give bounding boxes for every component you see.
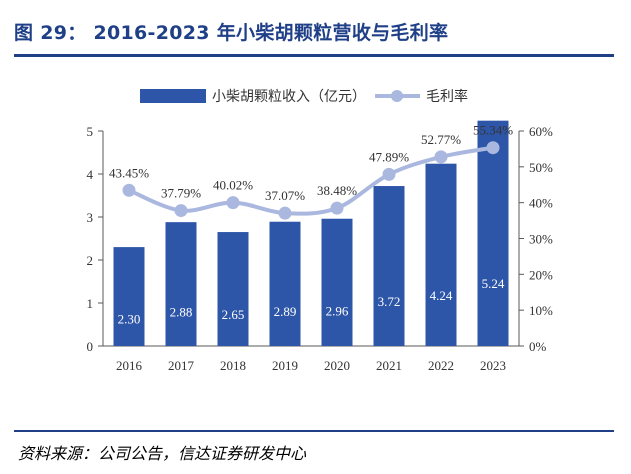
margin-point-2017 [174,204,188,218]
revenue-margin-chart: 小柴胡颗粒收入（亿元） 毛利率0123450%10%20%30%40%50%60%… [87,88,554,373]
right-axis-tick-label: 50% [529,160,553,175]
left-axis-tick-label: 0 [87,339,94,354]
legend-line-label: 毛利率 [426,88,468,105]
bar-2016 [113,247,145,346]
legend-bar-swatch [140,89,206,103]
margin-point-2022 [434,150,448,164]
bar-value-label: 2.65 [222,307,245,322]
figure-header: 图 29： 2016-2023 年小柴胡颗粒营收与毛利率 [14,14,614,54]
figure-source: 资料来源：公司公告，信达证券研发中心 [18,444,307,463]
margin-point-2016 [122,183,136,197]
bar-2019 [269,221,301,346]
bar-value-label: 3.72 [378,294,401,309]
legend-bar-label: 小柴胡颗粒收入（亿元） [212,89,366,105]
right-axis-tick-label: 30% [529,232,553,247]
figure-title: 图 29： 2016-2023 年小柴胡颗粒营收与毛利率 [14,22,449,44]
x-axis-tick-label: 2020 [324,358,350,373]
bar-2023 [477,120,509,347]
bar-value-label: 2.89 [274,304,297,319]
right-axis-tick-label: 40% [529,196,553,211]
bar-value-label: 2.96 [326,303,349,318]
x-axis-tick-label: 2017 [168,358,195,373]
margin-value-label: 52.77% [421,132,461,147]
margin-value-label: 38.48% [317,183,357,198]
margin-value-label: 55.34% [473,123,513,138]
x-axis-tick-label: 2019 [272,358,298,373]
margin-value-label: 37.07% [265,188,305,203]
right-axis-tick-label: 10% [529,303,553,318]
right-axis-tick-label: 60% [529,124,553,139]
margin-value-label: 43.45% [109,165,149,180]
bar-value-label: 2.30 [118,311,141,326]
bar-value-label: 4.24 [430,288,453,303]
margin-point-2023 [486,141,500,155]
left-axis-tick-label: 2 [87,253,94,268]
margin-point-2021 [382,167,396,181]
margin-point-2019 [278,206,292,220]
margin-value-label: 40.02% [213,178,253,193]
x-axis-tick-label: 2022 [428,358,454,373]
left-axis-tick-label: 4 [87,167,94,182]
bar-2021 [373,186,405,346]
legend-line-marker [391,90,403,102]
left-axis-tick-label: 5 [87,124,94,139]
title-divider [14,54,614,57]
bar-value-label: 5.24 [482,276,505,291]
margin-point-2020 [330,201,344,215]
bar-2017 [165,222,197,346]
bar-2022 [425,163,457,346]
right-axis-tick-label: 20% [529,267,553,282]
bar-2020 [321,218,353,346]
right-axis-tick-label: 0% [529,339,547,354]
x-axis-tick-label: 2023 [480,358,506,373]
x-axis-tick-label: 2016 [116,358,143,373]
left-axis-tick-label: 1 [87,296,94,311]
source-divider [14,430,614,432]
margin-value-label: 47.89% [369,149,409,164]
margin-point-2018 [226,196,240,210]
bar-value-label: 2.88 [170,304,193,319]
bar-2018 [217,232,249,346]
margin-value-label: 37.79% [161,186,201,201]
x-axis-tick-label: 2021 [376,358,402,373]
x-axis-tick-label: 2018 [220,358,246,373]
left-axis-tick-label: 3 [87,210,94,225]
